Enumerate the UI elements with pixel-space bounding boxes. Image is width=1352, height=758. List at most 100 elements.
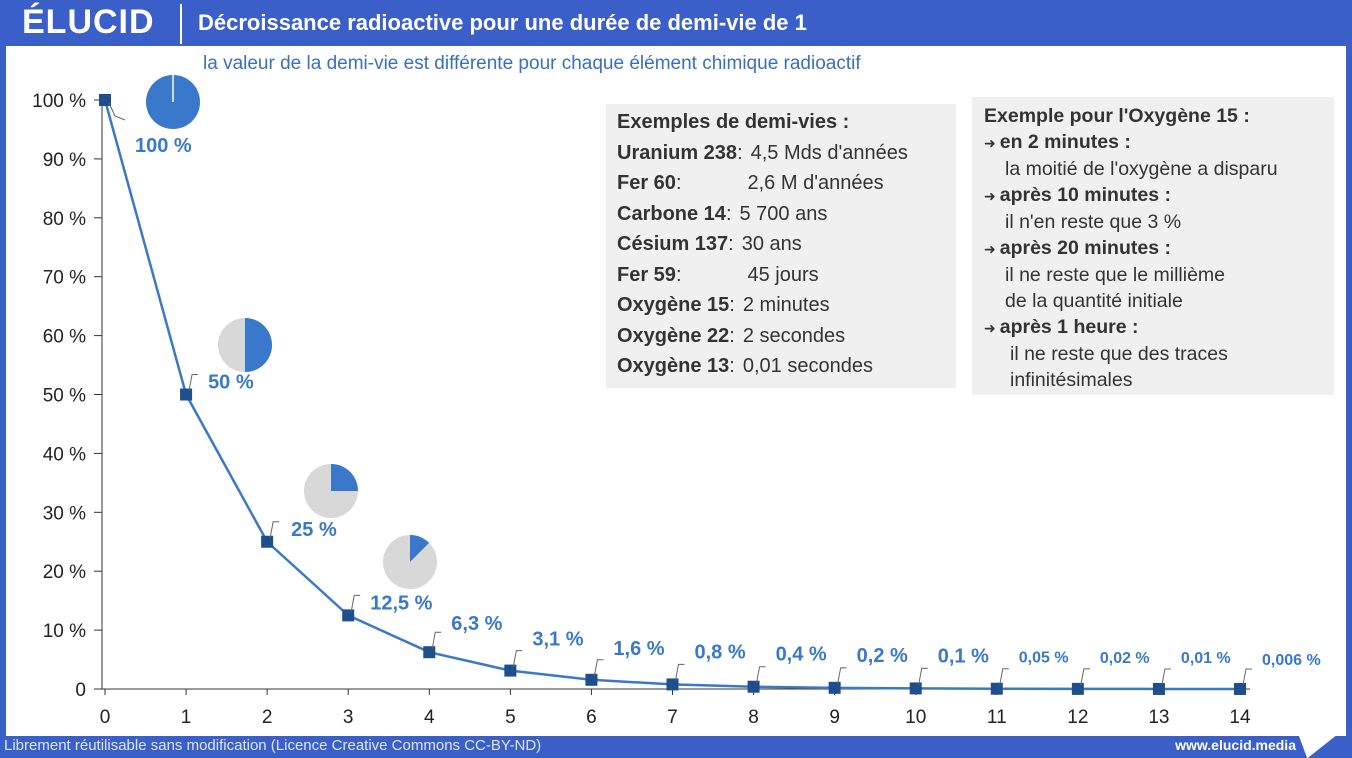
data-label: 1,6 % xyxy=(613,638,664,660)
y-tick-label: 100 % xyxy=(32,91,86,112)
element-name: Oxygène 15 xyxy=(617,294,730,316)
y-tick-label: 0 xyxy=(75,680,86,701)
x-tick-label: 11 xyxy=(987,707,1007,728)
half-life-value: 5 700 ans xyxy=(739,202,828,225)
data-label: 0,006 % xyxy=(1262,652,1321,669)
x-tick-label: 4 xyxy=(424,707,435,728)
data-point-marker xyxy=(990,682,1003,695)
data-label: 12,5 % xyxy=(370,592,432,614)
label-leader-line xyxy=(999,668,1009,685)
oxygen-step-label: après 10 minutes : xyxy=(999,184,1171,206)
oxygen-step-detail: il ne reste que des traces xyxy=(1010,343,1228,365)
half-life-value: 4,5 Mds d'années xyxy=(750,141,908,164)
element-name: Césium 137 xyxy=(617,233,729,255)
example-row: Oxygène 13 :0,01 secondes xyxy=(617,351,956,382)
element-name: Oxygène 13 xyxy=(617,355,730,377)
label-leader-line xyxy=(593,659,604,676)
row-separator: : xyxy=(728,233,734,255)
y-tick-label: 30 % xyxy=(43,503,86,524)
arrow-right-icon: ➜ xyxy=(984,241,996,257)
data-point-marker xyxy=(585,673,598,686)
data-label: 0,01 % xyxy=(1181,650,1231,667)
x-tick-label: 7 xyxy=(667,707,678,728)
data-label: 0,02 % xyxy=(1100,650,1150,667)
y-tick-label: 10 % xyxy=(43,621,86,642)
data-label: 0,1 % xyxy=(938,645,989,667)
oxygen-heading: Exemple pour l'Oxygène 15 : xyxy=(984,105,1250,127)
x-tick-label: 9 xyxy=(829,707,840,728)
arrow-right-icon: ➜ xyxy=(984,188,996,204)
data-point-marker xyxy=(1152,682,1165,695)
example-row: Carbone 14 :5 700 ans xyxy=(617,199,956,230)
half-life-examples-box: Exemples de demi-vies : Uranium 238 : 4,… xyxy=(606,104,956,388)
half-life-value: 45 jours xyxy=(747,263,819,286)
oxygen-step-label: après 1 heure : xyxy=(999,316,1139,338)
element-name: Fer 60 xyxy=(617,172,676,194)
y-tick-label: 70 % xyxy=(43,268,86,289)
page-title: Décroissance radioactive pour une durée … xyxy=(198,10,807,35)
element-name: Carbone 14 xyxy=(617,202,726,225)
half-life-value: 2 secondes xyxy=(742,324,846,347)
x-tick-label: 2 xyxy=(262,707,273,728)
header-divider xyxy=(180,4,182,44)
y-tick-label: 60 % xyxy=(43,327,86,348)
data-label: 0,05 % xyxy=(1019,650,1069,667)
label-leader-line xyxy=(837,667,847,684)
example-row: Oxygène 15 :2 minutes xyxy=(617,290,956,321)
label-leader-line xyxy=(431,631,442,649)
elucid-logo: ÉLUCID xyxy=(22,3,155,41)
arrow-right-icon: ➜ xyxy=(984,135,996,151)
row-separator: : xyxy=(729,355,735,377)
data-point-marker xyxy=(504,664,517,677)
arrow-right-icon: ➜ xyxy=(984,320,996,336)
oxygen-step-detail: il ne reste que le millième xyxy=(1005,264,1226,286)
x-tick-label: 6 xyxy=(586,707,597,728)
oxygen-step-detail: infinitésimales xyxy=(1010,369,1133,391)
data-label: 100 % xyxy=(135,135,192,157)
data-point-marker xyxy=(342,609,355,622)
pie-remaining-slice xyxy=(245,318,272,372)
data-point-marker xyxy=(261,535,274,548)
row-separator: : xyxy=(725,202,732,225)
y-tick-label: 20 % xyxy=(43,562,86,583)
example-row: Oxygène 22 :2 secondes xyxy=(617,321,956,352)
x-tick-label: 3 xyxy=(343,707,354,728)
oxygen-example-box: Exemple pour l'Oxygène 15 : ➜ en 2 minute… xyxy=(972,97,1334,395)
data-label: 0,2 % xyxy=(857,645,908,667)
x-tick-label: 8 xyxy=(748,707,759,728)
oxygen-step-title: ➜ après 10 minutes : xyxy=(984,182,1334,209)
element-name: Fer 59 xyxy=(617,263,676,286)
label-leader-line xyxy=(188,374,199,391)
label-leader-line xyxy=(512,650,523,667)
label-leader-line xyxy=(675,663,685,681)
data-point-marker xyxy=(909,682,922,695)
oxygen-step-label: après 20 minutes : xyxy=(999,237,1171,259)
row-separator: : xyxy=(729,324,735,347)
label-leader-line xyxy=(1242,668,1252,686)
half-life-value: 2 minutes xyxy=(742,294,830,316)
site-link[interactable]: www.elucid.media xyxy=(1175,737,1296,753)
chart-subtitle: la valeur de la demi-vie est différente … xyxy=(203,53,861,74)
examples-heading: Exemples de demi-vies : xyxy=(617,111,850,133)
half-life-value: 2,6 M d'années xyxy=(747,172,884,194)
data-point-marker xyxy=(180,388,193,401)
oxygen-step-title: ➜ après 1 heure : xyxy=(984,314,1334,341)
data-label: 3,1 % xyxy=(532,629,583,651)
pie-remaining-slice xyxy=(410,535,430,562)
example-row: Césium 137 :30 ans xyxy=(617,229,956,260)
half-life-value: 0,01 secondes xyxy=(742,355,873,377)
oxygen-step-detail: il n'en reste que 3 % xyxy=(1005,211,1182,233)
oxygen-step-label: en 2 minutes : xyxy=(999,131,1131,153)
y-tick-label: 80 % xyxy=(43,209,86,230)
row-separator: : xyxy=(737,141,743,164)
data-point-marker xyxy=(423,646,436,659)
header-bar: ÉLUCID Décroissance radioactive pour une… xyxy=(0,0,1352,46)
data-point-marker xyxy=(666,678,679,691)
x-tick-label: 10 xyxy=(905,707,926,728)
x-tick-label: 12 xyxy=(1067,707,1088,728)
row-separator: : xyxy=(675,172,682,194)
element-name: Uranium 238 xyxy=(617,141,738,164)
y-tick-label: 90 % xyxy=(43,150,86,171)
label-leader-line xyxy=(1080,668,1090,685)
